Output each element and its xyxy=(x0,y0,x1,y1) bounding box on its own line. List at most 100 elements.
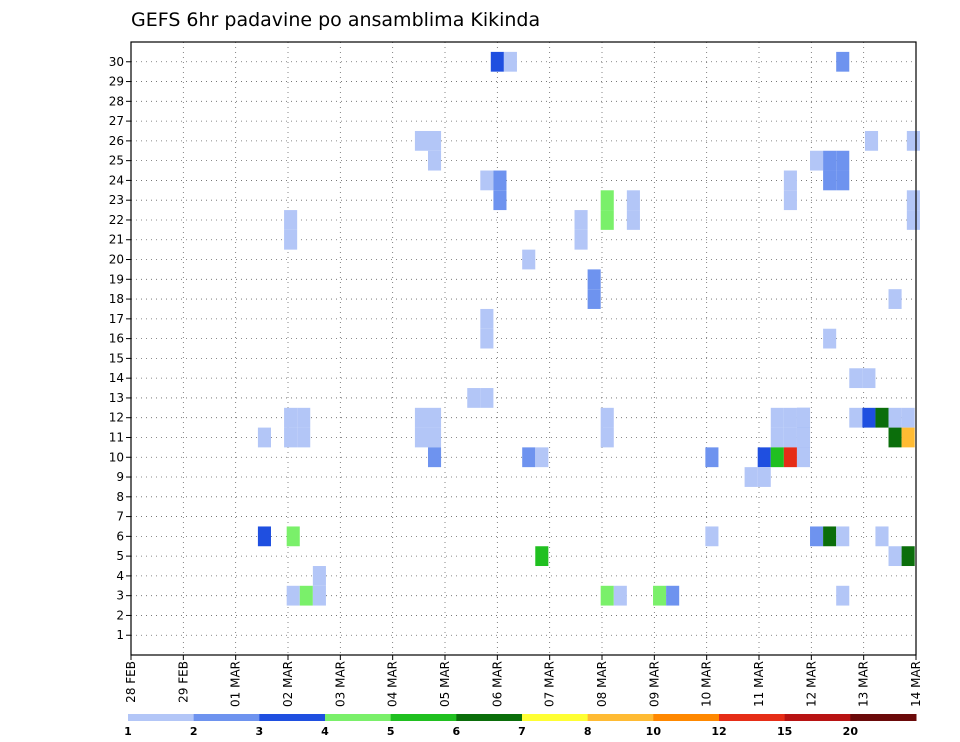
y-tick-label: 19 xyxy=(109,272,124,286)
heatmap-cell xyxy=(875,526,889,547)
heatmap-cell xyxy=(600,585,614,606)
heatmap-cell xyxy=(823,328,837,349)
heatmap-cell xyxy=(796,447,811,468)
heatmap-cell xyxy=(626,210,640,230)
heatmap-cell xyxy=(503,51,517,72)
heatmap-cell xyxy=(875,407,889,428)
heatmap-cell xyxy=(297,407,311,428)
heatmap-cell xyxy=(286,585,300,606)
y-tick-label: 13 xyxy=(109,391,124,405)
legend-swatch xyxy=(128,714,195,721)
heatmap-cell xyxy=(849,407,863,428)
y-tick-label: 11 xyxy=(109,430,124,444)
heatmap-cell xyxy=(414,130,428,151)
heatmap-cell xyxy=(906,210,920,230)
y-tick-label: 28 xyxy=(109,94,124,108)
heatmap-cell xyxy=(284,229,298,250)
y-tick-label: 1 xyxy=(116,628,124,642)
y-tick-label: 4 xyxy=(116,569,124,583)
heatmap-cell xyxy=(574,210,588,230)
heatmap-cell xyxy=(574,229,588,250)
heatmap-cell xyxy=(257,526,271,547)
x-tick-label: 07 MAR xyxy=(543,661,557,707)
x-tick-label: 29 FEB xyxy=(176,661,190,703)
heatmap-cell xyxy=(783,170,797,191)
legend-label: 7 xyxy=(518,725,526,738)
heatmap-cell xyxy=(862,407,876,428)
heatmap-cell xyxy=(770,447,784,468)
heatmap-cell xyxy=(757,447,771,468)
x-tick-label: 13 MAR xyxy=(857,661,871,707)
legend-label: 5 xyxy=(387,725,395,738)
x-tick-label: 03 MAR xyxy=(333,661,347,707)
heatmap-cell xyxy=(864,130,879,151)
legend-swatch xyxy=(325,714,392,721)
legend-swatch xyxy=(587,714,654,721)
x-tick-label: 02 MAR xyxy=(281,661,295,707)
heatmap-cell xyxy=(888,407,902,428)
heatmap-cell xyxy=(757,467,771,487)
heatmap-cell xyxy=(836,170,850,191)
legend-label: 4 xyxy=(321,725,329,738)
heatmap-cell xyxy=(480,170,494,191)
legend-label: 20 xyxy=(843,725,859,738)
legend-label: 12 xyxy=(711,725,726,738)
chart-title: GEFS 6hr padavine po ansamblima Kikinda xyxy=(131,9,540,31)
x-tick-label: 14 MAR xyxy=(909,661,923,707)
heatmap-cell xyxy=(600,407,614,428)
heatmap-cell xyxy=(783,427,797,448)
heatmap-cell xyxy=(906,130,920,151)
heatmap-cell xyxy=(770,407,784,428)
heatmap-cell xyxy=(901,407,915,428)
x-tick-label: 28 FEB xyxy=(124,661,138,703)
legend-swatch xyxy=(784,714,851,721)
heatmap-cell xyxy=(600,427,614,448)
heatmap-cell xyxy=(427,150,442,171)
heatmap-cell xyxy=(783,447,797,468)
heatmap-cell xyxy=(783,190,797,211)
heatmap-cell xyxy=(836,51,850,72)
x-tick-label: 06 MAR xyxy=(490,661,504,707)
legend-swatch xyxy=(522,714,589,721)
legend-label: 1 xyxy=(124,725,132,738)
legend-swatch xyxy=(390,714,457,721)
legend-label: 2 xyxy=(190,725,198,738)
heatmap-cell xyxy=(587,269,601,290)
heatmap-cell xyxy=(286,526,300,547)
heatmap-cell xyxy=(427,427,442,448)
y-tick-label: 9 xyxy=(116,470,124,484)
y-tick-label: 20 xyxy=(109,253,124,267)
y-tick-label: 15 xyxy=(109,351,124,365)
heatmap-cell xyxy=(427,447,442,468)
y-tick-label: 22 xyxy=(109,213,124,227)
grid xyxy=(131,42,916,655)
x-tick-label: 10 MAR xyxy=(700,661,714,707)
x-tick-label: 12 MAR xyxy=(804,661,818,707)
x-tick-label: 09 MAR xyxy=(647,661,661,707)
y-tick-label: 14 xyxy=(109,371,124,385)
legend-label: 6 xyxy=(453,725,461,738)
heatmap-cell xyxy=(862,368,876,389)
legend-label: 3 xyxy=(256,725,264,738)
heatmap-cell xyxy=(796,427,811,448)
heatmap-cell xyxy=(490,51,504,72)
heatmap-cell xyxy=(836,150,850,171)
heatmap-cell xyxy=(535,447,549,468)
x-tick-label: 05 MAR xyxy=(438,661,452,707)
heatmap-cell xyxy=(613,585,627,606)
heatmap-cell xyxy=(888,546,902,567)
x-tick-label: 04 MAR xyxy=(386,661,400,707)
heatmap-cell xyxy=(888,427,902,448)
y-tick-label: 23 xyxy=(109,193,124,207)
heatmap-cell xyxy=(600,210,614,230)
heatmap-cell xyxy=(849,368,863,389)
cells xyxy=(257,51,920,606)
y-tick-label: 17 xyxy=(109,312,124,326)
heatmap-cell xyxy=(888,289,902,309)
heatmap-cell xyxy=(666,585,680,606)
y-tick-label: 10 xyxy=(109,450,124,464)
legend-swatch xyxy=(193,714,260,721)
legend-swatch xyxy=(653,714,720,721)
legend-label: 8 xyxy=(584,725,592,738)
heatmap-cell xyxy=(427,407,442,428)
